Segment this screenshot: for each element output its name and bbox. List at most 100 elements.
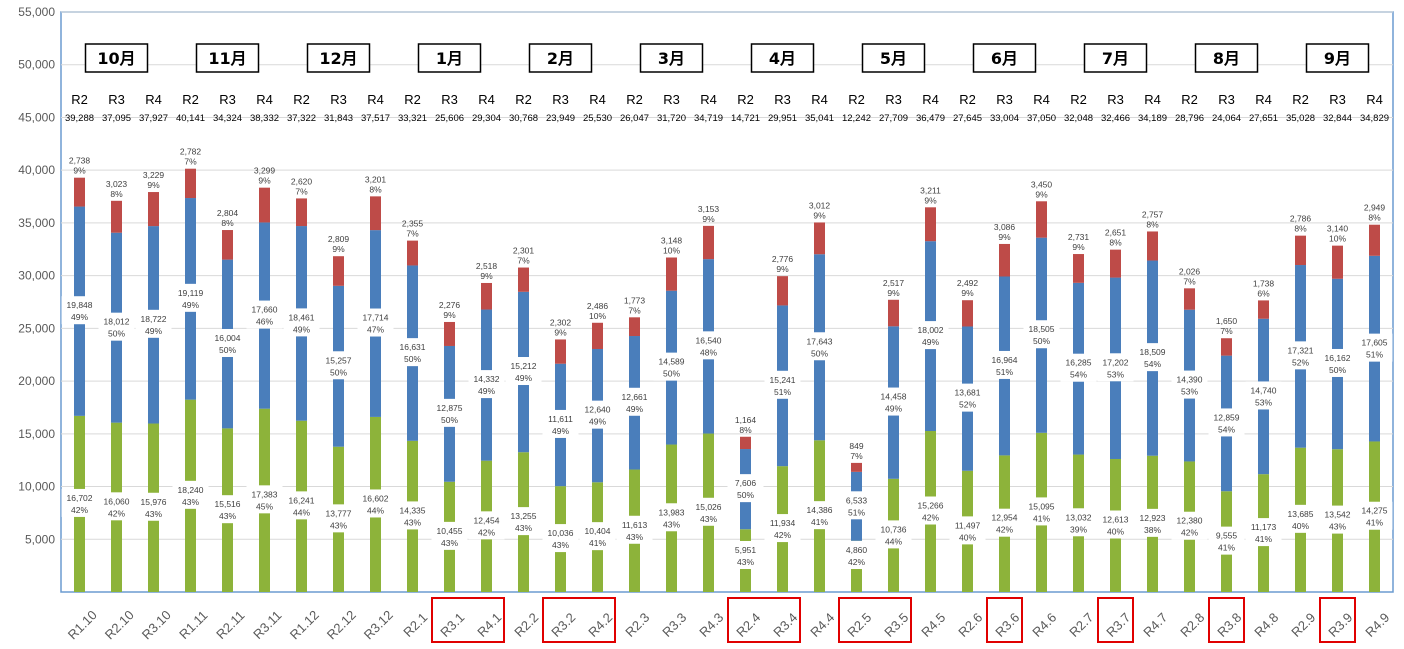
data-value-label: 12,380 — [1177, 516, 1203, 526]
data-label-bg — [727, 474, 764, 503]
month-box — [1194, 43, 1259, 73]
total-label: 25,530 — [583, 113, 612, 124]
data-percent-label: 54% — [1218, 424, 1235, 434]
data-value-label: 15,026 — [696, 502, 722, 512]
data-value-label: 1,164 — [735, 415, 757, 425]
month-label: 3月 — [658, 49, 685, 68]
data-value-label: 13,777 — [326, 508, 352, 518]
x-tick-label: R2.10 — [102, 607, 137, 642]
data-percent-label: 7% — [517, 256, 530, 266]
year-label: R4 — [1144, 92, 1161, 107]
year-label: R4 — [256, 92, 273, 107]
year-label: R4 — [367, 92, 384, 107]
data-value-label: 2,302 — [550, 317, 572, 327]
data-value-label: 3,140 — [1327, 224, 1349, 234]
data-percent-label: 45% — [256, 501, 273, 511]
data-percent-label: 8% — [369, 184, 382, 194]
data-value-label: 9,555 — [1216, 531, 1238, 541]
total-label: 39,288 — [65, 113, 94, 124]
x-tick-label: R3.1 — [437, 610, 467, 640]
data-label-bg — [209, 328, 246, 357]
total-label: 23,949 — [546, 113, 575, 124]
data-percent-label: 50% — [108, 329, 125, 339]
x-tick-label: R2.8 — [1177, 610, 1207, 640]
bar-segment-red — [1073, 254, 1084, 283]
data-label-bg — [542, 409, 579, 438]
total-label: 34,324 — [213, 113, 242, 124]
month-box — [84, 43, 149, 73]
data-percent-label: 52% — [1292, 357, 1309, 367]
x-tick-label: R3.7 — [1103, 610, 1133, 640]
year-label: R3 — [774, 92, 791, 107]
total-label: 14,721 — [731, 113, 760, 124]
data-percent-label: 43% — [626, 532, 643, 542]
data-value-label: 14,275 — [1362, 506, 1388, 516]
bar-segment-red — [1147, 231, 1158, 261]
bar-segment-red — [888, 299, 899, 327]
data-value-label: 3,012 — [809, 200, 831, 210]
data-value-label: 18,240 — [178, 485, 204, 495]
data-label-bg — [98, 312, 135, 341]
total-label: 25,606 — [435, 113, 464, 124]
highlight-box — [1097, 597, 1134, 643]
data-percent-label: 7% — [628, 305, 641, 315]
data-label-bg — [61, 296, 98, 325]
total-label: 33,321 — [398, 113, 427, 124]
data-value-label: 18,002 — [918, 325, 944, 335]
data-percent-label: 49% — [145, 326, 162, 336]
data-value-label: 2,804 — [217, 208, 239, 218]
data-value-label: 17,714 — [363, 313, 389, 323]
year-label: R2 — [737, 92, 754, 107]
data-percent-label: 47% — [367, 325, 384, 335]
data-label-bg — [431, 398, 468, 427]
total-label: 37,517 — [361, 113, 390, 124]
data-value-label: 15,266 — [918, 501, 944, 511]
data-percent-label: 7% — [295, 186, 308, 196]
month-label: 2月 — [547, 49, 574, 68]
data-value-label: 2,276 — [439, 300, 461, 310]
data-percent-label: 9% — [887, 288, 900, 298]
data-percent-label: 8% — [1368, 213, 1381, 223]
data-label-bg — [394, 501, 431, 530]
data-value-label: 3,148 — [661, 235, 683, 245]
data-value-label: 2,355 — [402, 219, 424, 229]
data-label-bg — [764, 514, 801, 543]
x-tick-label: R3.8 — [1214, 610, 1244, 640]
total-label: 37,050 — [1027, 113, 1056, 124]
data-percent-label: 49% — [626, 404, 643, 414]
month-box — [417, 43, 482, 73]
data-value-label: 3,086 — [994, 222, 1016, 232]
data-percent-label: 49% — [922, 337, 939, 347]
data-label-bg — [986, 508, 1023, 537]
data-percent-label: 9% — [332, 244, 345, 254]
data-label-bg — [912, 496, 949, 525]
month-box — [1083, 43, 1148, 73]
x-tick-label: R3.12 — [361, 607, 396, 642]
total-label: 35,041 — [805, 113, 834, 124]
data-label-bg — [1023, 497, 1060, 526]
month-label: 10月 — [97, 49, 135, 68]
data-value-label: 16,964 — [992, 355, 1018, 365]
data-label-bg — [1023, 320, 1060, 349]
month-label: 4月 — [769, 49, 796, 68]
data-percent-label: 46% — [256, 317, 273, 327]
data-percent-label: 9% — [554, 327, 567, 337]
data-percent-label: 42% — [774, 530, 791, 540]
data-value-label: 14,458 — [881, 392, 907, 402]
data-value-label: 13,983 — [659, 507, 685, 517]
total-label: 27,651 — [1249, 113, 1278, 124]
x-tick-label: R2.4 — [733, 610, 763, 640]
data-percent-label: 53% — [1181, 387, 1198, 397]
data-value-label: 10,404 — [585, 526, 611, 536]
data-label-bg — [764, 370, 801, 399]
year-label: R4 — [589, 92, 606, 107]
x-tick-label: R3.4 — [770, 610, 800, 640]
month-box — [528, 43, 593, 73]
data-label-bg — [1245, 518, 1282, 547]
total-label: 27,645 — [953, 113, 982, 124]
data-label-bg — [1097, 353, 1134, 382]
bar-segment-red — [1258, 300, 1269, 319]
data-percent-label: 50% — [811, 348, 828, 358]
bar-segment-red — [1036, 201, 1047, 238]
bar-segment-red — [999, 243, 1010, 277]
